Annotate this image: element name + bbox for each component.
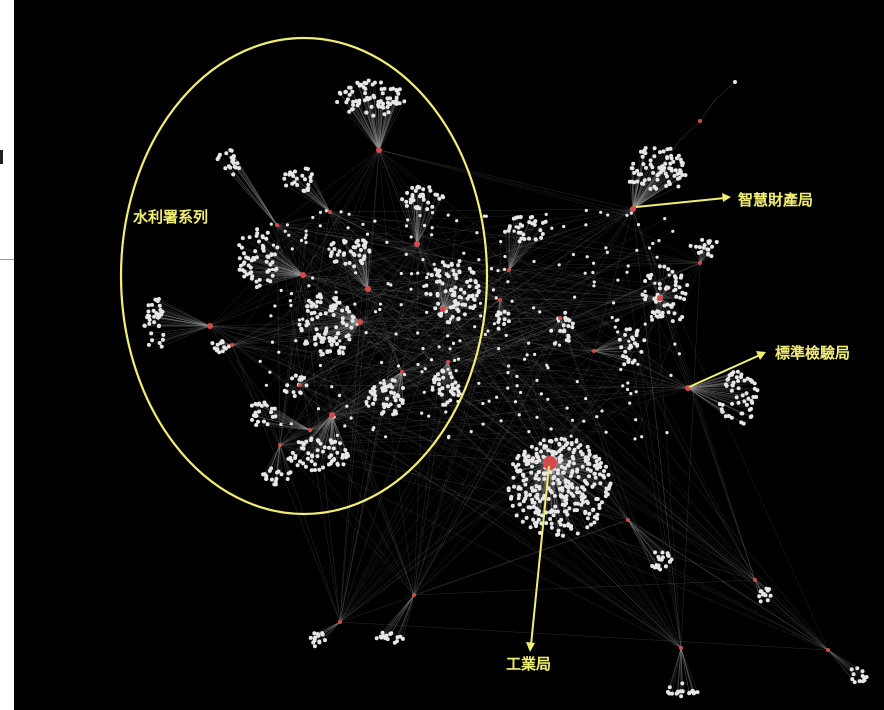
hub-water-far-left (207, 323, 213, 329)
hub-water-mid (365, 286, 371, 292)
label-industrial: 工業局 (506, 655, 551, 673)
hub-layer (207, 119, 830, 652)
arrowhead-ip (722, 193, 731, 202)
hub-water-small-c (308, 428, 312, 432)
hub-middle (498, 298, 502, 302)
hub-lower-b (446, 360, 450, 364)
hub-lower-a (400, 370, 404, 374)
hub-water-bottom (329, 412, 335, 418)
left-edge-rule (0, 259, 14, 260)
hub-left-small (230, 343, 234, 347)
hub-right-top (698, 261, 702, 265)
hub-industrial (543, 456, 557, 470)
hub-lower-left (278, 443, 282, 447)
hub-south-east-b (753, 578, 757, 582)
hub-right (657, 295, 663, 301)
hub-water-upper (414, 241, 420, 247)
hub-water-top (376, 147, 382, 153)
hub-peripheral (698, 119, 702, 123)
arrowhead-standards (756, 351, 766, 360)
annotation-arrows (526, 193, 766, 652)
hub-south-c (679, 646, 683, 650)
label-intellectual-property: 智慧財產局 (738, 191, 813, 209)
hub-center (440, 306, 446, 312)
network-graph: 水利署系列 智慧財產局 標準檢驗局 工業局 (119, 36, 869, 699)
left-edge-mark (0, 150, 3, 164)
arrowhead-industrial (526, 642, 535, 652)
label-water-resources: 水利署系列 (133, 208, 208, 226)
hub-south-b (338, 620, 342, 624)
hub-water-left (300, 272, 306, 278)
hub-water-small-a (275, 223, 279, 227)
hub-intellectual-property (630, 206, 636, 212)
arrow-ip (635, 197, 726, 208)
edge-layer (144, 80, 867, 697)
arrow-industrial (530, 465, 550, 646)
network-graph-frame: 水利署系列 智慧財產局 標準檢驗局 工業局 (14, 0, 884, 710)
hub-water-small-b (328, 210, 332, 214)
hub-south-a (412, 593, 416, 597)
hub-water-small-d (298, 383, 302, 387)
node-layer (142, 78, 869, 699)
water-resources-group-ellipse (119, 36, 489, 516)
label-standards-inspection: 標準檢驗局 (775, 344, 850, 362)
arrow-standards (688, 354, 761, 388)
hub-water-center (357, 319, 363, 325)
hub-center-mid (558, 316, 562, 320)
hub-south-east (626, 518, 630, 522)
hub-far-south-east (826, 648, 830, 652)
hub-right-mid (592, 349, 596, 353)
hub-center-top (507, 268, 511, 272)
